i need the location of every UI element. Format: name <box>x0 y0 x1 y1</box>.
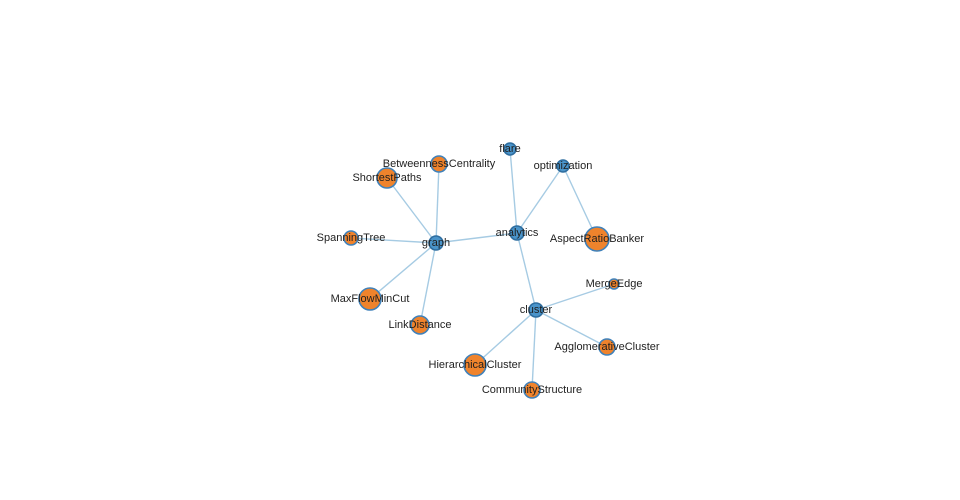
edge-graph-SpanningTree <box>350 237 437 244</box>
edge-cluster-CommunityStructure <box>531 309 537 391</box>
node-AspectRatioBanker[interactable] <box>584 226 610 252</box>
node-BetweennessCentrality[interactable] <box>430 155 448 173</box>
edge-analytics-flare <box>509 148 518 234</box>
node-flare[interactable] <box>503 142 517 156</box>
node-HierarchicalCluster[interactable] <box>463 353 487 377</box>
edge-graph-LinkDistance <box>419 242 437 326</box>
node-optimization[interactable] <box>556 159 570 173</box>
edge-analytics-optimization <box>516 165 564 234</box>
node-graph[interactable] <box>428 235 444 251</box>
labels-layer: flareanalyticsgraphoptimizationclusterBe… <box>317 143 660 396</box>
edge-graph-analytics <box>435 232 518 244</box>
node-AgglomerativeCluster[interactable] <box>598 338 616 356</box>
edge-cluster-HierarchicalCluster <box>474 309 537 366</box>
edge-graph-ShortestPaths <box>386 177 437 244</box>
edge-analytics-cluster <box>516 232 537 311</box>
nodes-layer <box>343 142 620 399</box>
node-analytics[interactable] <box>509 225 525 241</box>
edge-cluster-AgglomerativeCluster <box>535 309 608 348</box>
node-ShortestPaths[interactable] <box>376 167 398 189</box>
node-SpanningTree[interactable] <box>343 230 359 246</box>
edge-optimization-AspectRatioBanker <box>562 165 598 240</box>
node-cluster[interactable] <box>528 302 544 318</box>
edge-graph-BetweennessCentrality <box>435 163 440 244</box>
edges-layer <box>350 148 615 391</box>
node-CommunityStructure[interactable] <box>523 381 541 399</box>
node-MergeEdge[interactable] <box>608 278 620 290</box>
edge-graph-MaxFlowMinCut <box>369 242 437 300</box>
edge-cluster-MergeEdge <box>535 283 615 311</box>
node-LinkDistance[interactable] <box>410 315 430 335</box>
node-MaxFlowMinCut[interactable] <box>358 287 382 311</box>
